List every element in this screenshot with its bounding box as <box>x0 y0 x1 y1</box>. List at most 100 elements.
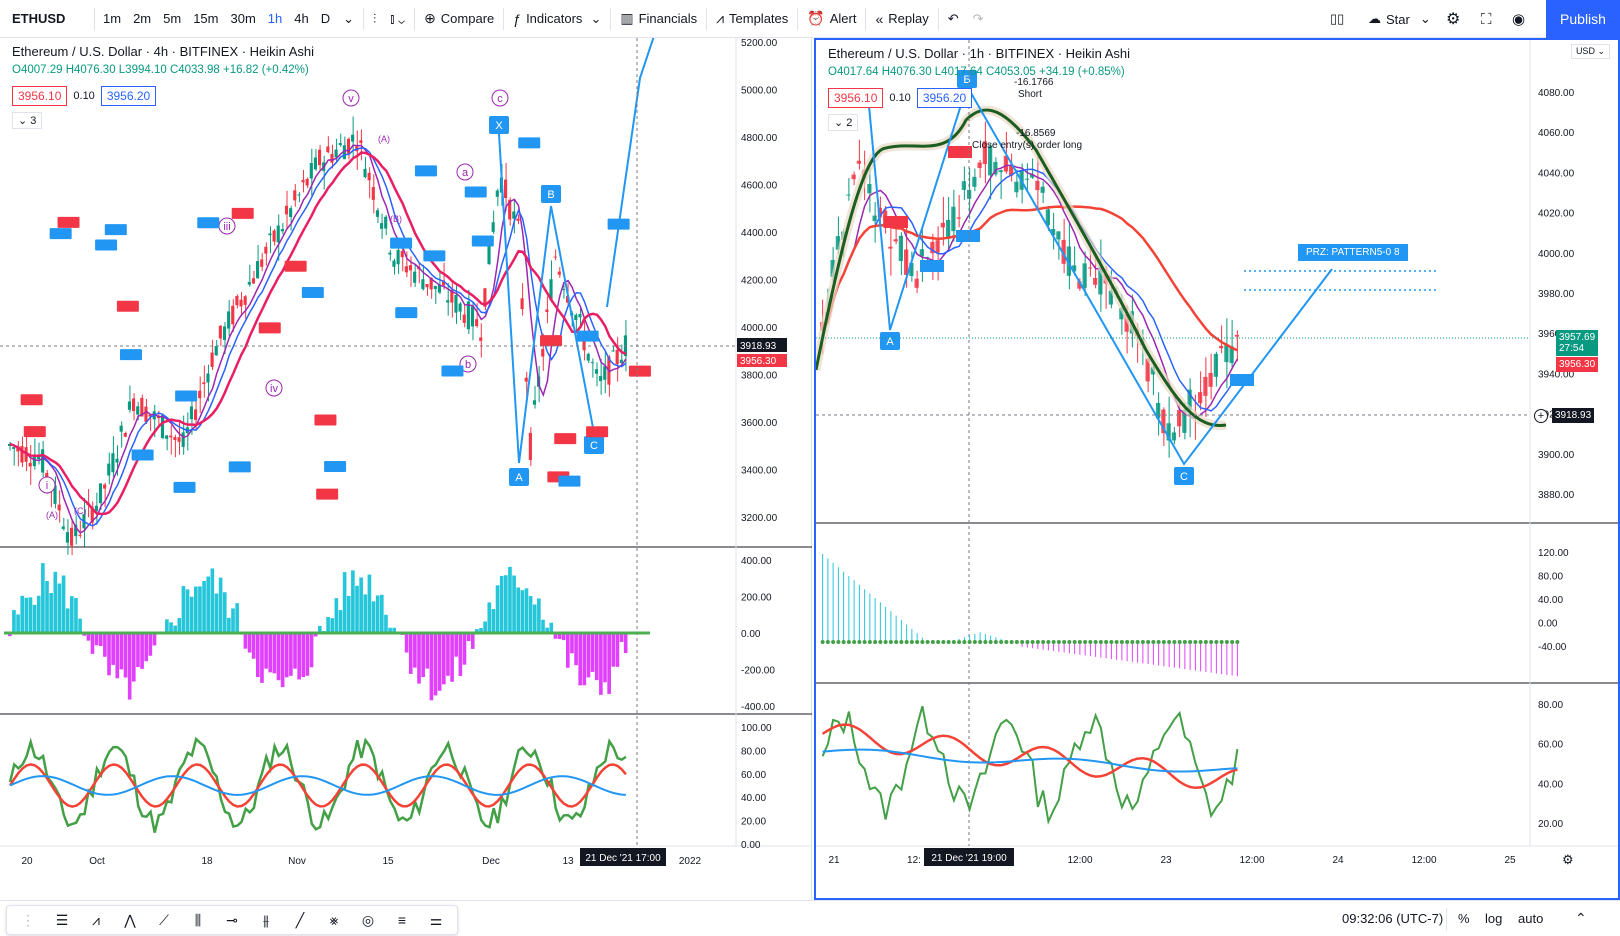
templates-button[interactable]: ⩘Templates <box>709 0 795 38</box>
timeframe-15m[interactable]: 15m <box>187 0 224 38</box>
timeframe-5m[interactable]: 5m <box>157 0 187 38</box>
vertical-lines-icon[interactable]: ⫵ <box>251 907 281 933</box>
publish-button[interactable]: Publish <box>1546 0 1620 38</box>
fib-icon[interactable]: ⫼ <box>183 907 213 933</box>
abc-pattern-icon[interactable]: ⩘ <box>81 907 111 933</box>
candle-body <box>388 253 391 255</box>
buy-marker <box>197 217 219 228</box>
chevron-down-icon[interactable]: ⌄ <box>336 0 361 38</box>
buy-marker <box>95 239 117 250</box>
histogram-bar <box>434 633 438 695</box>
price-axis-label: 4600.00 <box>741 181 778 192</box>
oscillator-line-green <box>823 706 1238 821</box>
indicator-count[interactable]: ⌄ 3 <box>12 112 42 129</box>
candle-style-icon[interactable]: ⫾ ⌄ <box>383 0 412 38</box>
candle-body <box>368 173 371 180</box>
zero-dot <box>1225 640 1229 644</box>
candle-body <box>999 170 1003 172</box>
gear-icon[interactable]: ⚙ <box>1446 0 1460 38</box>
osc-axis-label: 0.00 <box>741 629 761 640</box>
alert-button[interactable]: ⏰Alert <box>800 0 863 38</box>
candle-body <box>475 319 478 326</box>
replay-button[interactable]: «Replay <box>868 0 935 38</box>
settings-lines-icon[interactable]: ⚌ <box>421 907 451 933</box>
histogram-bar <box>95 633 99 645</box>
timeframe-1h[interactable]: 1h <box>262 0 288 38</box>
symbol-search[interactable]: ETHUSD <box>0 0 92 38</box>
histogram-bar <box>70 596 74 633</box>
candle-body <box>899 236 903 261</box>
timeframe-4h[interactable]: 4h <box>288 0 314 38</box>
camera-icon[interactable]: ◉ <box>1512 0 1525 38</box>
candle-body <box>978 162 982 168</box>
financials-button[interactable]: ▥Financials <box>613 0 704 38</box>
buy-marker <box>174 482 196 493</box>
indicator-count[interactable]: ⌄ 2 <box>828 114 858 131</box>
trend-line-icon[interactable]: ⟋ <box>149 907 179 933</box>
layout-icon[interactable]: ▯▯ <box>1330 0 1344 38</box>
time-axis-label: 25 <box>1504 855 1516 866</box>
drag-handle-icon[interactable]: ⋮ <box>13 907 43 933</box>
candle-body <box>293 190 296 200</box>
bar-style-icon[interactable]: ⫶ <box>366 0 383 38</box>
pattern-icon[interactable]: ⨳ <box>319 907 349 933</box>
histogram-bar <box>380 595 384 633</box>
candle-body <box>1198 392 1202 403</box>
plus-icon[interactable]: + <box>1534 409 1548 423</box>
currency-selector[interactable]: USD ⌄ <box>1571 44 1610 59</box>
candle-body <box>529 433 532 460</box>
divider <box>94 8 95 30</box>
elliott-wave-icon[interactable]: ⋀ <box>115 907 145 933</box>
moving-average-line <box>10 153 626 514</box>
histogram-bar <box>425 633 429 669</box>
log-toggle[interactable]: log <box>1485 901 1502 936</box>
buy-button[interactable]: 3956.20 <box>917 88 972 108</box>
buy-button[interactable]: 3956.20 <box>101 86 156 106</box>
undo-icon[interactable]: ↶ <box>941 0 966 38</box>
line-tool-icon[interactable]: ╱ <box>285 907 315 933</box>
divider <box>610 8 611 30</box>
horizontal-lines-icon[interactable]: ☰ <box>47 907 77 933</box>
horizontal-ray-icon[interactable]: ⊸ <box>217 907 247 933</box>
histogram-bar <box>248 633 252 653</box>
candle-body <box>603 366 606 380</box>
candle-body <box>852 175 856 180</box>
candle-body <box>182 432 185 446</box>
spiral-icon[interactable]: ◎ <box>353 907 383 933</box>
price-axis-label: 3200.00 <box>741 513 778 524</box>
zero-dot <box>957 640 961 644</box>
parallel-channel-icon[interactable]: ≡ <box>387 907 417 933</box>
chevron-down-icon: ⌄ <box>1420 11 1431 27</box>
chart-canvas-left[interactable]: 5200.005000.004800.004600.004400.004200.… <box>0 38 812 900</box>
histogram-bar <box>182 586 186 633</box>
compare-button[interactable]: ⊕Compare <box>417 0 501 38</box>
histogram-bar <box>277 633 281 680</box>
histogram-bar <box>339 610 343 633</box>
timeframe-d[interactable]: D <box>315 0 336 38</box>
auto-toggle[interactable]: auto <box>1518 901 1543 936</box>
timeframe-1m[interactable]: 1m <box>97 0 127 38</box>
star-button[interactable]: ☁Star⌄ <box>1368 0 1431 38</box>
histogram-bar <box>16 614 20 633</box>
alert-label: Alert <box>830 11 857 26</box>
candle-body <box>206 373 209 382</box>
zero-dot <box>1020 640 1024 644</box>
candle-body <box>915 279 919 288</box>
histogram-bar <box>611 633 615 667</box>
compare-label: Compare <box>441 11 494 26</box>
chevron-up-icon[interactable]: ⌃ <box>1575 901 1587 936</box>
histogram-bar <box>215 593 219 633</box>
percent-toggle[interactable]: % <box>1458 901 1470 936</box>
timeframe-2m[interactable]: 2m <box>127 0 157 38</box>
chart-canvas-right[interactable]: 4080.004060.004040.004020.004000.003980.… <box>816 40 1618 898</box>
candle-body <box>894 239 898 241</box>
redo-icon[interactable]: ↷ <box>966 0 991 38</box>
fullscreen-icon[interactable]: ⛶ <box>1481 0 1492 38</box>
timeframe-30m[interactable]: 30m <box>224 0 261 38</box>
sell-button[interactable]: 3956.10 <box>12 86 67 106</box>
candle-body <box>66 532 69 542</box>
sell-button[interactable]: 3956.10 <box>828 88 883 108</box>
